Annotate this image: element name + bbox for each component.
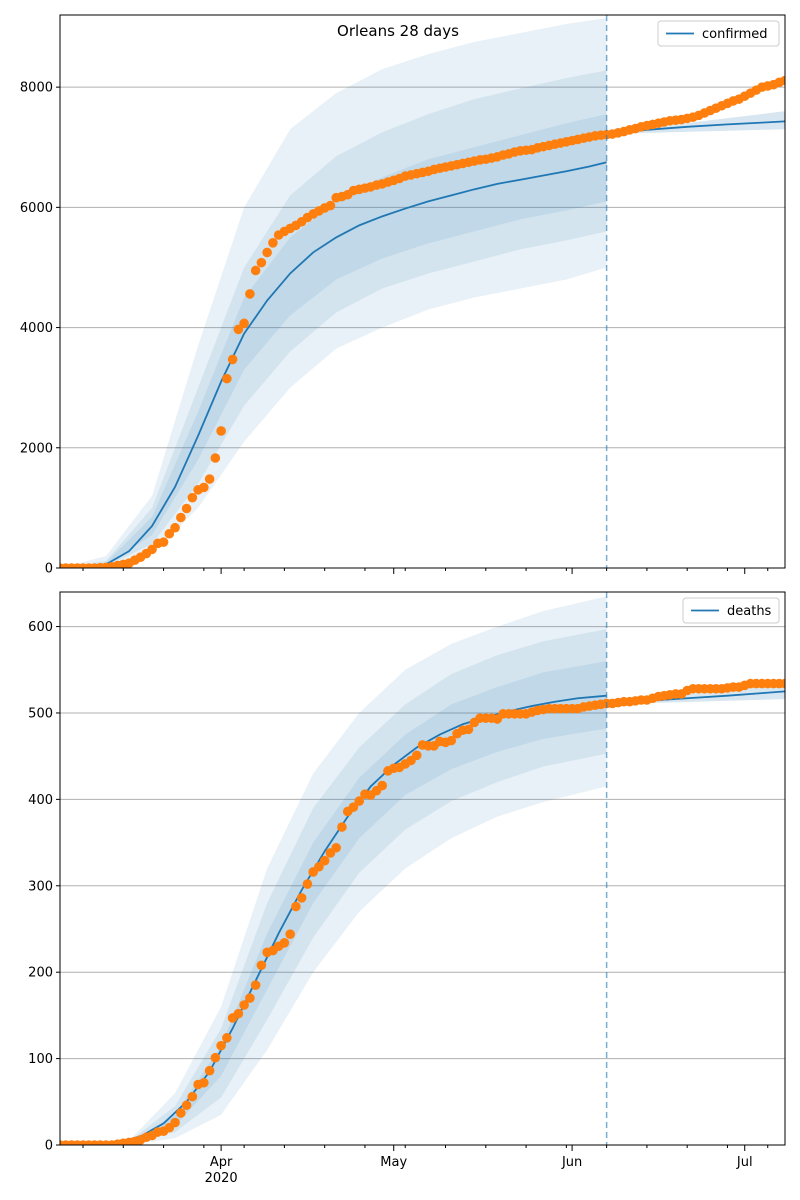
observed-point [354,796,365,806]
observed-point [222,373,232,384]
observed-point [250,980,261,990]
observed-point [446,735,457,746]
observed-point [181,1100,192,1111]
x-tick-sublabel: 2020 [205,1171,238,1186]
observed-point [204,1065,215,1076]
observed-point [187,1091,198,1102]
observed-point [170,522,180,533]
observed-point [170,1117,180,1128]
observed-point [239,318,249,329]
confirmed-panel: 0 2000 4000 6000 8000 confirmed [20,14,786,577]
observed-point [348,802,359,812]
uncertainty-band-middle [60,70,607,568]
observed-point [233,1008,244,1019]
plot-area [60,18,785,568]
observed-point [314,861,324,872]
uncertainty-band-middle [60,629,607,1145]
uncertainty-band-inner [60,114,607,568]
observed-point [780,678,785,689]
plot-area [60,596,785,1145]
observed-point [296,893,307,903]
y-tick-label: 0 [45,1139,53,1154]
y-tick-label: 100 [28,1052,53,1067]
observed-point [199,482,209,493]
observed-point [291,901,301,912]
observed-point [302,879,313,889]
observed-point [210,1052,221,1063]
y-tick-label: 8000 [20,81,53,96]
observed-point [256,257,267,268]
y-tick-label: 300 [28,879,53,894]
y-tick-label: 4000 [20,321,53,336]
observed-point [176,1108,186,1118]
y-tick-label: 600 [28,620,53,635]
observed-point [256,960,267,971]
model-line [60,161,607,568]
observed-point [337,822,347,832]
observed-point [411,750,422,761]
observed-point [780,75,785,86]
observed-point [181,503,192,514]
axes-frame [59,14,786,569]
observed-point [158,537,169,547]
y-tick-label: 400 [28,793,53,808]
observed-point [210,453,221,463]
x-tick-label: Jul [736,1155,753,1170]
legend-box [657,20,780,47]
observed-point [216,1040,226,1051]
observed-point [239,1000,249,1010]
y-tick-label: 200 [28,966,53,981]
x-tick-label: Jun [561,1155,582,1170]
observed-point [268,238,278,248]
axes-frame [59,591,786,1146]
y-tick-label: 2000 [20,441,53,456]
observed-point [279,938,290,948]
observed-point [319,855,330,866]
observed-point [331,842,341,853]
observed-point [216,426,226,436]
legend-box [682,597,780,624]
observed-point [377,780,388,791]
legend-label: deaths [727,604,772,619]
y-tick-label: 6000 [20,201,53,216]
x-tick-label: May [380,1155,407,1170]
observed-point [187,492,198,503]
observed-point [227,354,238,365]
legend-label: confirmed [702,27,768,42]
observed-point [463,724,474,735]
observed-point [204,474,215,484]
observed-point [222,1033,232,1043]
observed-point [285,929,295,939]
observed-point [245,289,255,299]
figure-title: Orleans 28 days [337,22,459,40]
observed-point [164,528,175,539]
y-tick-label: 0 [45,562,53,577]
observed-point [250,265,261,276]
observed-point [176,512,186,523]
uncertainty-band-outer [60,18,607,568]
observed-point [325,200,336,211]
observed-point [147,544,157,555]
observed-point [262,247,272,258]
observed-point [199,1077,209,1088]
x-tick-label: Apr [210,1155,233,1170]
y-tick-label: 500 [28,706,53,721]
observed-point [233,324,244,335]
observed-point [245,993,255,1003]
